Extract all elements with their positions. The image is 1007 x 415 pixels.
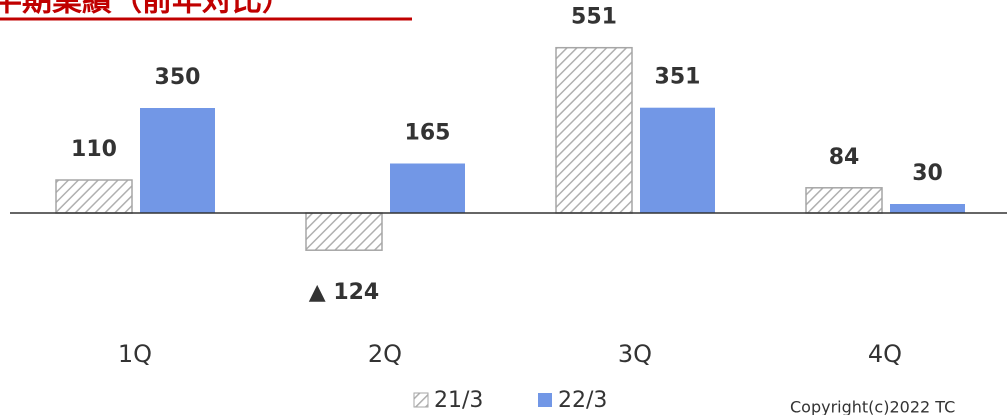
legend-swatch	[538, 393, 552, 407]
legend-label: 22/3	[558, 388, 607, 413]
value-label: 350	[155, 65, 201, 90]
x-tick-label: 3Q	[618, 340, 652, 368]
value-label: 84	[829, 145, 860, 170]
bar	[390, 163, 465, 213]
chart-title: 半期業績（前年対比）	[0, 0, 292, 19]
bar	[305, 212, 383, 251]
bar	[890, 204, 965, 213]
x-tick-label: 4Q	[868, 340, 902, 368]
footer: Copyright(c)2022 TC	[790, 398, 955, 415]
value-label: 551	[571, 5, 617, 30]
value-label: ▲ 124	[309, 280, 380, 305]
bar	[640, 107, 715, 213]
value-label: 30	[912, 161, 943, 186]
legend-swatch	[413, 392, 429, 408]
value-label: 351	[655, 65, 701, 90]
bar	[805, 187, 883, 214]
legend-label: 21/3	[434, 388, 483, 413]
bar	[55, 179, 133, 214]
x-tick-label: 2Q	[368, 340, 402, 368]
bar	[140, 108, 215, 213]
value-label: 165	[405, 121, 451, 146]
bar	[555, 46, 633, 214]
x-tick-label: 1Q	[118, 340, 152, 368]
value-label: 110	[71, 137, 117, 162]
